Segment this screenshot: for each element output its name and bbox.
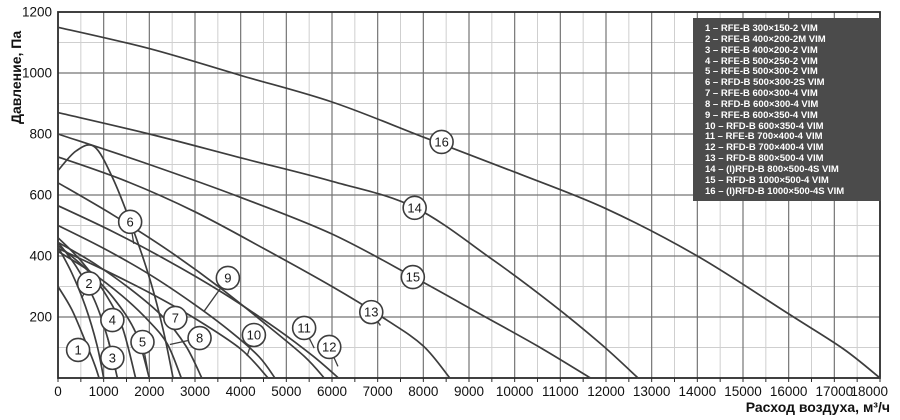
y-tick-label: 400 [29,249,52,264]
curve-label-circle-14 [402,195,427,221]
curve-label-number-16: 16 [434,134,448,149]
curve-label-circle-13 [358,299,384,325]
curve-9 [57,224,276,379]
curve-label-number-10: 10 [247,327,261,342]
curve-4 [57,237,137,379]
curve-label-number-7: 7 [172,310,179,325]
x-tick-label: 5000 [271,384,301,399]
legend-item: 12 – RFD-B 700×400-4 VIM [705,142,824,154]
curve-label-circle-6 [117,209,143,235]
curve-label-number-14: 14 [407,200,421,215]
x-tick-label: 11000 [542,384,579,399]
x-tick-label: 0 [54,384,62,399]
x-tick-label: 15000 [724,384,762,399]
x-tick-label: 3000 [180,384,210,399]
curve-label-circle-8 [187,325,212,351]
curve-label-number-5: 5 [139,335,146,350]
legend-item: 2 – RFE-B 400×200-2M VIM [705,33,826,45]
curve-label-number-1: 1 [74,342,81,357]
x-tick-label: 12000 [587,384,625,399]
curve-label-circle-2 [76,271,102,296]
x-tick-label: 8000 [408,384,438,399]
curve-label-circle-11 [291,315,317,341]
curve-6 [57,144,174,379]
legend-item: 8 – RFD-B 600×300-4 VIM [705,98,819,110]
curve-10 [57,247,269,379]
curve-label-circle-12 [316,334,342,360]
y-tick-label: 1000 [22,66,52,81]
x-tick-label: 9000 [454,384,484,399]
curve-label-circle-5 [130,329,155,355]
curve-2 [57,246,105,379]
y-tick-label: 1200 [22,5,52,20]
legend-item: 15 – RFD-B 1000×500-4 VIM [705,174,829,186]
legend-item: 11 – RFE-B 700×400-4 VIM [705,131,823,143]
curve-label-number-11: 11 [297,320,311,335]
legend-item: 3 – RFE-B 400×200-2 VIM [705,44,818,56]
curve-15 [57,133,591,379]
y-tick-label: 800 [29,127,52,142]
x-tick-label: 1000 [89,384,119,399]
legend-item: 9 – RFE-B 600×350-4 VIM [705,109,818,121]
legend-item: 10 – RFD-B 600×350-4 VIM [705,120,824,132]
curve-label-circle-4 [100,307,125,333]
x-tick-label: 2000 [134,384,164,399]
curve-label-circle-3 [100,345,125,371]
curve-label-number-6: 6 [127,214,134,229]
y-tick-label: 600 [29,188,52,203]
curve-label-number-8: 8 [196,331,203,346]
legend-item: 14 – (I)RFD-B 800×500-4S VIM [705,163,839,175]
curve-8 [57,250,183,379]
x-tick-label: 17000 [816,384,854,399]
curve-label-circle-10 [241,322,267,348]
legend-item: 13 – RFD-B 800×500-4 VIM [705,153,824,165]
x-tick-label: 14000 [679,384,717,399]
curve-label-circle-7 [163,305,188,331]
legend-box: 1 – RFE-B 300×150-2 VIM 2 – RFE-B 400×20… [693,18,881,201]
y-axis-title: Давление, Па [8,30,24,124]
curve-label-number-13: 13 [364,305,378,320]
legend-item: 5 – RFE-B 500×300-2 VIM [705,66,818,78]
curve-label-number-2: 2 [85,276,92,291]
curve-16 [57,26,881,379]
curve-label-circle-15 [400,264,426,290]
legend-item: 4 – RFE-B 500×250-2 VIM [705,55,818,67]
x-tick-label: 10000 [496,384,534,399]
curve-label-circle-9 [215,265,241,291]
curve-label-number-3: 3 [109,350,116,365]
legend-item: 1 – RFE-B 300×150-2 VIM [705,23,818,34]
y-tick-label: 200 [29,310,52,325]
x-tick-label: 7000 [363,384,393,399]
x-tick-label: 18000 [850,384,888,399]
curve-label-circle-1 [65,337,91,363]
x-tick-label: 4000 [226,384,256,399]
legend-item: 16 – (I)RFD-B 1000×500-4S VIM [705,185,845,197]
x-tick-label: 6000 [317,384,347,399]
legend-item: 7 – RFE-B 600×300-4 VIM [705,88,818,100]
curve-label-number-4: 4 [109,313,116,328]
curve-7 [57,241,203,379]
x-tick-label: 13000 [633,384,671,399]
curve-12 [57,204,339,379]
curve-label-circle-16 [429,129,454,155]
x-tick-label: 16000 [770,384,808,399]
curve-label-number-15: 15 [406,270,420,285]
legend-item: 6 – RFD-B 500×300-2S VIM [705,77,825,89]
curve-label-number-12: 12 [322,339,336,354]
curve-11 [57,182,325,379]
curve-label-number-9: 9 [224,270,231,285]
x-axis-title: Расход воздуха, м³/ч [745,399,890,415]
curve-13 [57,156,451,379]
